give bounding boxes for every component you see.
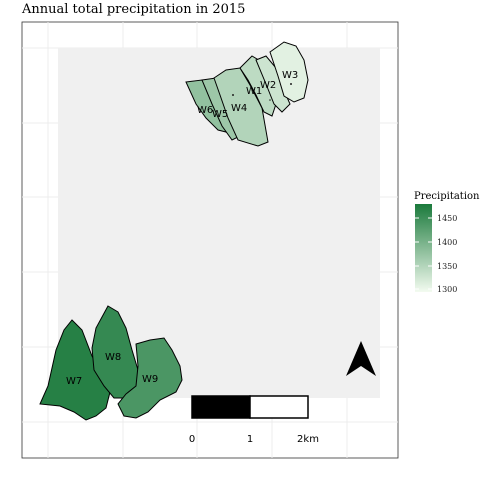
legend-tick-1450: 1450 <box>437 214 457 223</box>
label-W8: W8 <box>105 352 121 363</box>
watershed-W2[interactable] <box>255 55 291 113</box>
legend-tick-1350: 1350 <box>437 262 457 271</box>
legend-tick-marks <box>415 217 432 290</box>
watershed-layer <box>39 41 309 421</box>
scale-label-1: 1 <box>247 434 253 445</box>
label-W6: W6 <box>197 105 213 116</box>
watershed-W9[interactable] <box>117 337 183 419</box>
label-W7: W7 <box>66 376 82 387</box>
legend-colorbar <box>415 204 432 292</box>
legend-title: Precipitation <box>414 191 480 202</box>
label-W3: W3 <box>282 70 298 81</box>
watershed-labels: W6 W5 W4 W1 W2 W3 W7 W8 W9 <box>66 70 298 387</box>
scale-label-0: 0 <box>189 434 195 445</box>
label-W5: W5 <box>212 109 228 120</box>
scale-bar-segment-1 <box>191 395 251 419</box>
scale-bar-segment-2 <box>249 395 309 419</box>
scale-label-2: 2km <box>297 434 319 445</box>
legend: Precipitation 1450 1400 1350 1300 <box>414 191 480 294</box>
centroid-points <box>232 83 292 101</box>
map-title: Annual total precipitation in 2015 <box>22 2 246 17</box>
legend-tick-1400: 1400 <box>437 238 457 247</box>
scale-bar: 0 1 2km <box>189 395 319 445</box>
north-arrow-icon <box>346 341 376 376</box>
watershed-W4[interactable] <box>213 67 269 147</box>
label-W1: W1 <box>246 86 262 97</box>
watershed-W1[interactable] <box>239 55 277 117</box>
label-W2: W2 <box>260 80 276 91</box>
watershed-W3[interactable] <box>269 41 309 103</box>
legend-tick-1300: 1300 <box>437 285 457 294</box>
label-W9: W9 <box>142 374 158 385</box>
label-W4: W4 <box>231 103 247 114</box>
